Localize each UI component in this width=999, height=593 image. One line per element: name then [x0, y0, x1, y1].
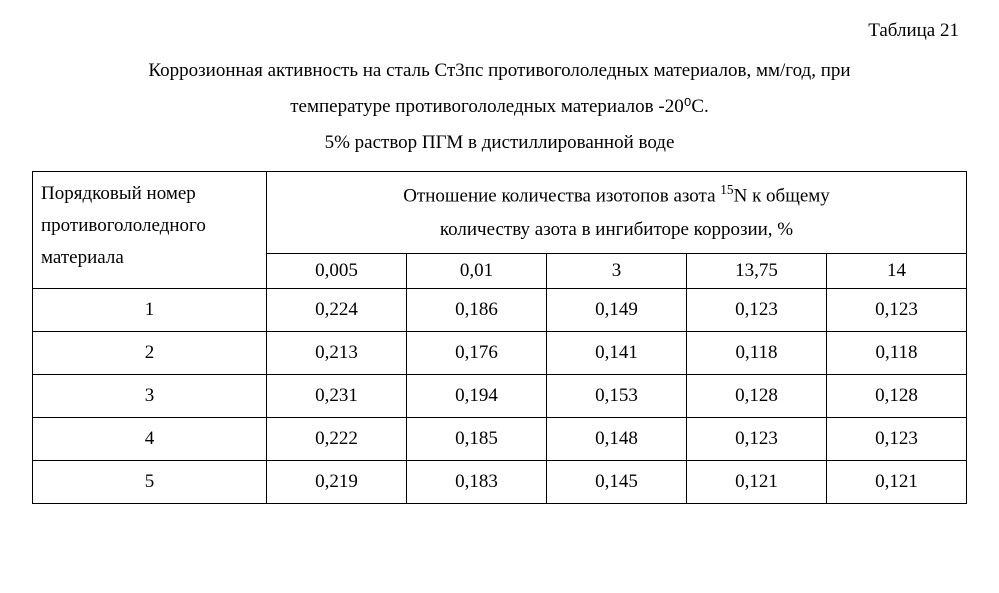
data-cell: 0,128 [827, 375, 967, 418]
data-cell: 0,148 [547, 418, 687, 461]
row-label: 3 [33, 375, 267, 418]
data-cell: 0,123 [687, 289, 827, 332]
data-cell: 0,183 [407, 461, 547, 504]
row-header-line-3: материала [41, 247, 124, 268]
merged-header-element: N [734, 185, 748, 206]
row-label: 5 [33, 461, 267, 504]
data-cell: 0,222 [267, 418, 407, 461]
data-cell: 0,128 [687, 375, 827, 418]
data-cell: 0,123 [827, 418, 967, 461]
col-header-2: 0,01 [407, 254, 547, 289]
merged-header-suffix: к общему [747, 185, 830, 206]
header-row-1: Порядковый номер противогололедного мате… [33, 171, 967, 254]
data-cell: 0,213 [267, 332, 407, 375]
data-cell: 0,185 [407, 418, 547, 461]
data-cell: 0,141 [547, 332, 687, 375]
row-label: 1 [33, 289, 267, 332]
row-header-line-1: Порядковый номер [41, 183, 196, 204]
data-cell: 0,176 [407, 332, 547, 375]
data-cell: 0,118 [687, 332, 827, 375]
col-header-1: 0,005 [267, 254, 407, 289]
col-header-5: 14 [827, 254, 967, 289]
table-row: 4 0,222 0,185 0,148 0,123 0,123 [33, 418, 967, 461]
data-cell: 0,153 [547, 375, 687, 418]
isotope-superscript: 15 [720, 182, 733, 197]
data-cell: 0,231 [267, 375, 407, 418]
data-cell: 0,121 [827, 461, 967, 504]
table-row: 1 0,224 0,186 0,149 0,123 0,123 [33, 289, 967, 332]
merged-header: Отношение количества изотопов азота 15N … [267, 171, 967, 254]
data-cell: 0,194 [407, 375, 547, 418]
merged-header-line-2: количеству азота в ингибиторе коррозии, … [440, 219, 793, 240]
row-header: Порядковый номер противогололедного мате… [33, 171, 267, 289]
data-cell: 0,145 [547, 461, 687, 504]
corrosion-table: Порядковый номер противогололедного мате… [32, 171, 967, 505]
table-row: 2 0,213 0,176 0,141 0,118 0,118 [33, 332, 967, 375]
title-line-3: 5% раствор ПГМ в дистиллированной воде [32, 126, 967, 160]
data-cell: 0,118 [827, 332, 967, 375]
data-cell: 0,123 [827, 289, 967, 332]
table-row: 3 0,231 0,194 0,153 0,128 0,128 [33, 375, 967, 418]
table-row: 5 0,219 0,183 0,145 0,121 0,121 [33, 461, 967, 504]
data-cell: 0,149 [547, 289, 687, 332]
title-line-2: температуре противогололедных материалов… [32, 90, 967, 124]
row-header-line-2: противогололедного [41, 215, 206, 236]
data-cell: 0,123 [687, 418, 827, 461]
merged-header-prefix: Отношение количества изотопов азота [403, 185, 720, 206]
title-line-1: Коррозионная активность на сталь Ст3пс п… [32, 54, 967, 88]
row-label: 2 [33, 332, 267, 375]
col-header-4: 13,75 [687, 254, 827, 289]
data-cell: 0,224 [267, 289, 407, 332]
table-number-label: Таблица 21 [32, 20, 967, 42]
data-cell: 0,186 [407, 289, 547, 332]
row-label: 4 [33, 418, 267, 461]
col-header-3: 3 [547, 254, 687, 289]
data-cell: 0,219 [267, 461, 407, 504]
data-cell: 0,121 [687, 461, 827, 504]
